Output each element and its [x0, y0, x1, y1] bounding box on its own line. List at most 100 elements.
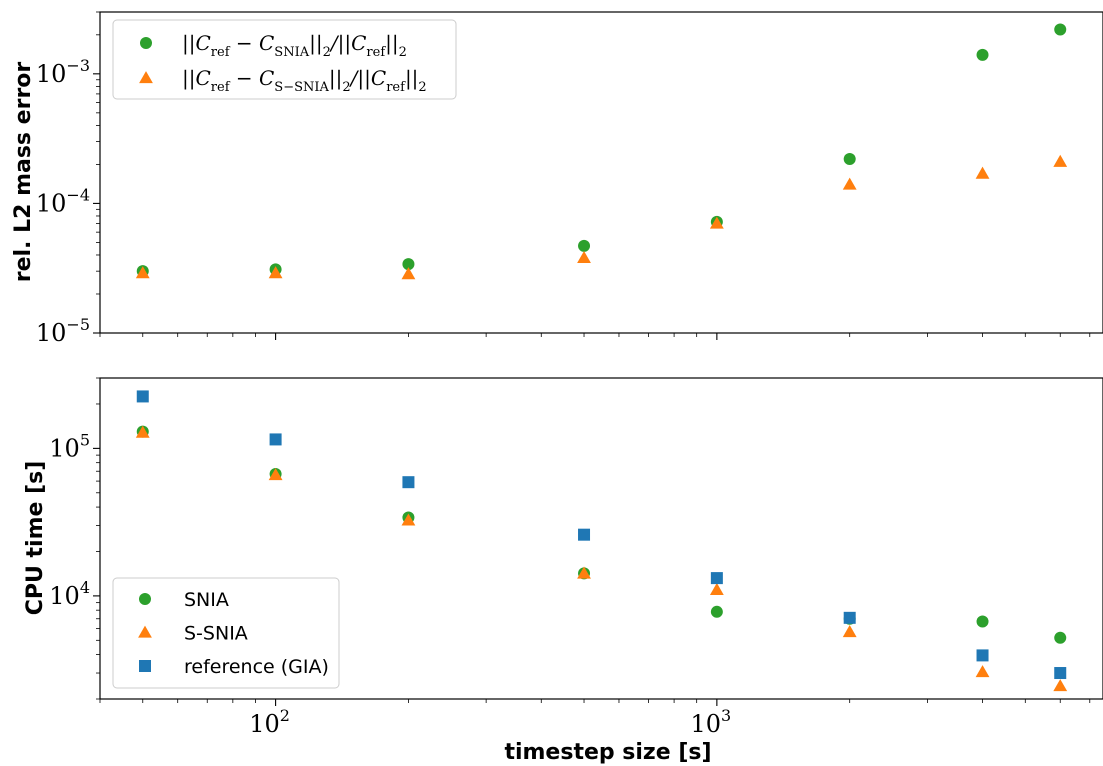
- y-tick-base: 10: [49, 434, 80, 462]
- point-circle: [710, 605, 723, 618]
- y-tick-label: 10−3: [36, 56, 90, 88]
- y-tick-base: 10: [36, 60, 67, 88]
- point-triangle: [135, 425, 150, 438]
- point-triangle: [135, 266, 150, 279]
- legend-text: ||: [309, 31, 322, 56]
- y-tick-exponent: −5: [66, 315, 90, 334]
- legend-label: reference (GIA): [184, 656, 329, 678]
- plot-frame-top: [99, 11, 1103, 334]
- legend-text: /||C: [329, 31, 367, 56]
- point-circle: [578, 239, 591, 252]
- x-tick-base: 10: [690, 710, 721, 738]
- point-circle: [976, 48, 989, 61]
- point-circle: [1054, 23, 1067, 36]
- x-tick-label: 103: [690, 706, 731, 738]
- legend-subscript: ref: [211, 80, 231, 95]
- legend-subscript: SNIA: [274, 45, 309, 60]
- point-triangle: [975, 665, 990, 678]
- point-triangle: [138, 625, 152, 638]
- legend-subscript: 2: [418, 80, 426, 95]
- legend-text: ||C: [182, 66, 211, 91]
- y-tick-label: 10−5: [36, 315, 90, 347]
- x-tick-exponent: 2: [280, 706, 290, 725]
- series-triangle: [135, 154, 1068, 280]
- point-triangle: [709, 582, 724, 595]
- y-tick-base: 10: [36, 189, 67, 217]
- point-square: [136, 390, 149, 403]
- legend-subscript: ref: [211, 45, 231, 60]
- axes-top: 10−510−410−3: [36, 11, 1091, 347]
- y-axis-label-top: rel. L2 mass error: [11, 62, 36, 283]
- y-tick-label: 105: [49, 430, 90, 462]
- legend-text: − C: [230, 66, 275, 90]
- point-circle: [402, 258, 415, 271]
- legend-label: ||Cref − CSNIA||2/||Cref||2: [182, 31, 407, 60]
- point-square: [139, 660, 151, 672]
- point-triangle: [401, 513, 416, 526]
- legend-label: S-SNIA: [184, 623, 248, 645]
- legend-subscript: 2: [323, 45, 331, 60]
- legend-label: ||Cref − CS−SNIA||2/||Cref||2: [182, 66, 427, 95]
- legend-text: ||: [405, 66, 418, 91]
- point-triangle: [268, 266, 283, 279]
- point-triangle: [268, 468, 283, 481]
- point-square: [578, 528, 591, 541]
- y-tick-base: 10: [49, 582, 80, 610]
- series-square: [136, 390, 1067, 680]
- y-tick-exponent: 4: [80, 578, 90, 597]
- point-triangle: [139, 71, 153, 84]
- legend-text: ||C: [182, 31, 211, 56]
- point-triangle: [1053, 154, 1068, 167]
- point-square: [843, 611, 856, 624]
- marks-top: [135, 23, 1068, 280]
- legend-bottom: SNIA S-SNIA reference (GIA): [112, 577, 340, 689]
- legend-box-bottom: [112, 577, 340, 689]
- point-triangle: [709, 216, 724, 229]
- point-square: [710, 572, 723, 585]
- y-tick-label: 10−4: [36, 185, 90, 217]
- point-triangle: [975, 166, 990, 179]
- panel-error: 10−510−410−3 rel. L2 mass error ||Cref −…: [11, 11, 1103, 347]
- point-triangle: [842, 625, 857, 638]
- point-circle: [140, 37, 152, 49]
- series-triangle: [135, 425, 1068, 692]
- legend-box-top: [112, 19, 457, 100]
- y-tick-exponent: 5: [80, 430, 90, 449]
- legend-subscript: 2: [399, 45, 407, 60]
- x-axis-label: timestep size [s]: [504, 740, 711, 765]
- point-triangle: [577, 566, 591, 579]
- point-triangle: [842, 177, 857, 190]
- point-triangle: [1053, 679, 1068, 692]
- legend-subscript: ref: [386, 80, 406, 95]
- legend-label: SNIA: [184, 589, 229, 611]
- y-tick-exponent: −4: [66, 185, 90, 204]
- point-circle: [1054, 631, 1067, 644]
- y-axis-label-bottom: CPU time [s]: [23, 461, 48, 616]
- x-tick-label: 102: [249, 706, 290, 738]
- legend-text: − C: [230, 31, 275, 55]
- legend-text: ||: [329, 66, 342, 91]
- point-circle: [843, 153, 856, 166]
- point-square: [1054, 667, 1067, 680]
- point-circle: [139, 593, 151, 605]
- marks-bottom: [135, 390, 1068, 692]
- point-triangle: [401, 267, 416, 280]
- y-tick-base: 10: [36, 319, 67, 347]
- point-square: [976, 649, 989, 662]
- point-circle: [976, 615, 989, 628]
- y-tick-exponent: −3: [66, 56, 90, 75]
- legend-top: ||Cref − CSNIA||2/||Cref||2||Cref − CS−S…: [112, 19, 457, 100]
- legend-text: /||C: [349, 66, 387, 91]
- legend-text: ||: [385, 31, 398, 56]
- legend-subscript: ref: [366, 45, 386, 60]
- point-triangle: [577, 250, 591, 264]
- y-tick-label: 104: [49, 578, 90, 610]
- legend-subscript: S−SNIA: [274, 80, 329, 95]
- legend-subscript: 2: [342, 80, 350, 95]
- plot-frame-bottom: [99, 377, 1103, 700]
- x-tick-base: 10: [249, 710, 280, 738]
- point-square: [269, 433, 282, 446]
